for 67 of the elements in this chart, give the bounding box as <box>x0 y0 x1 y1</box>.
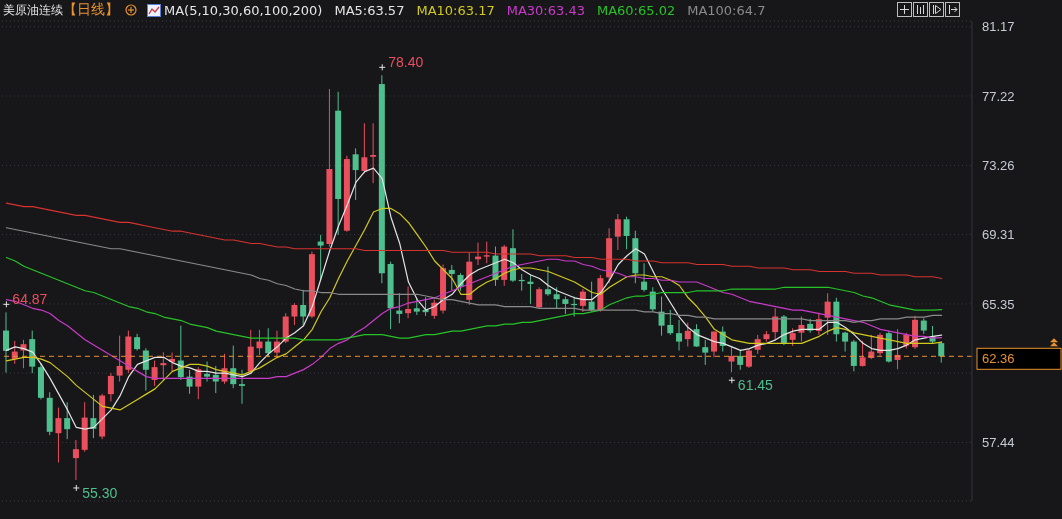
candlestick <box>300 289 307 326</box>
candlestick <box>649 286 656 313</box>
text: MA10:63.17 <box>416 2 495 18</box>
line-series <box>5 256 943 341</box>
candlestick <box>842 331 849 353</box>
candlestick <box>160 351 167 381</box>
candlestick <box>370 122 377 184</box>
candlestick <box>317 234 324 281</box>
candlestick <box>195 366 202 400</box>
annotation: 55.30 <box>82 484 118 501</box>
candlestick <box>151 360 158 387</box>
candlestick <box>614 213 621 251</box>
candlestick <box>553 286 560 309</box>
candlestick <box>728 346 735 373</box>
candlestick <box>107 372 114 402</box>
legend-title: MA(5,10,30,60,100,200) <box>164 2 323 18</box>
y-tick-label: 65.35 <box>982 296 1015 312</box>
candlestick <box>667 309 674 336</box>
candlestick <box>684 322 691 347</box>
candlestick <box>55 407 62 463</box>
ref-line-label: 62.36 <box>982 351 1015 367</box>
y-tick-label: 69.31 <box>982 227 1015 243</box>
annotation: 64.87 <box>12 291 48 308</box>
candlestick <box>859 340 866 368</box>
candlestick <box>676 319 683 352</box>
candlestick <box>116 335 123 383</box>
candlestick <box>352 147 359 201</box>
candlestick <box>204 361 211 383</box>
candlestick <box>536 286 543 309</box>
line-series <box>5 207 943 411</box>
candlestick <box>64 401 71 440</box>
candlestick <box>737 349 744 371</box>
candlestick <box>641 262 648 293</box>
candlestick <box>623 216 630 250</box>
y-tick-label: 73.26 <box>982 157 1015 173</box>
y-tick-label: 57.44 <box>982 435 1015 451</box>
candlestick <box>745 348 752 369</box>
line-series <box>5 202 943 280</box>
candlestick <box>361 122 368 174</box>
candlestick <box>265 327 272 358</box>
candlestick <box>405 286 412 319</box>
candlestick <box>579 288 586 313</box>
candlestick <box>702 339 709 366</box>
chart-title: 美原油连续 <box>3 1 63 19</box>
text: MA100:64.7 <box>687 2 766 18</box>
candlestick <box>3 311 9 374</box>
candlestick <box>186 369 193 395</box>
candlestick <box>824 292 831 336</box>
y-tick-label: 81.17 <box>982 19 1015 35</box>
candlestick <box>483 241 490 264</box>
candlestick <box>711 330 717 358</box>
annotation: 61.45 <box>737 377 774 394</box>
candlestick <box>72 439 79 481</box>
annotation: 78.40 <box>388 54 424 71</box>
text: MA5:63.57 <box>334 2 405 18</box>
candlestick <box>256 329 263 356</box>
candlestick <box>396 292 403 324</box>
candlestick <box>658 296 665 337</box>
candlestick <box>239 369 245 405</box>
text: MA30:63.43 <box>506 2 585 18</box>
candlestick <box>448 264 455 291</box>
candlestick <box>544 266 551 297</box>
y-tick-label: 77.22 <box>982 88 1015 104</box>
chart-subtitle: 【日线】 <box>63 1 119 19</box>
candlestick <box>291 302 298 326</box>
text: MA60:65.02 <box>596 2 676 18</box>
candlestick <box>212 365 219 394</box>
